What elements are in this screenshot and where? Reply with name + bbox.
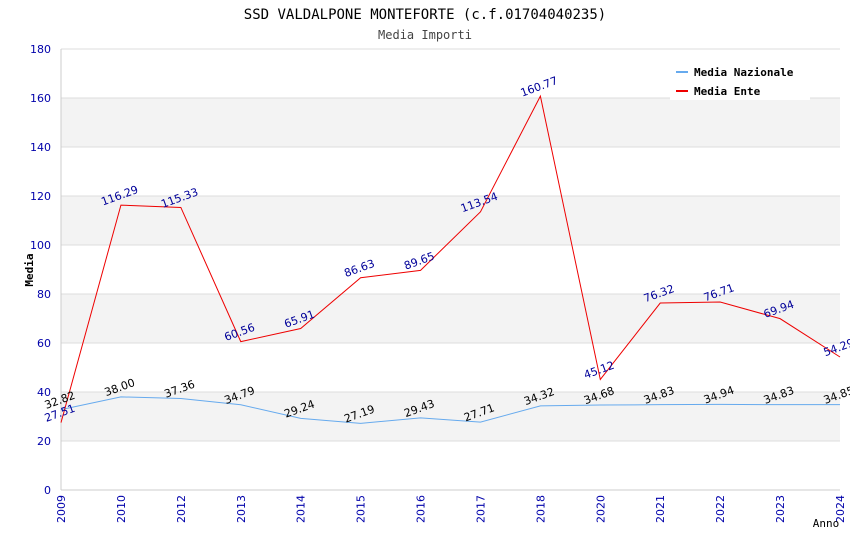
y-tick-label: 60 [37, 337, 51, 350]
data-label: 89.65 [402, 250, 436, 273]
legend-label: Media Nazionale [694, 66, 794, 79]
y-tick-label: 80 [37, 288, 51, 301]
y-axis-label: Media [23, 253, 36, 286]
chart-title: SSD VALDALPONE MONTEFORTE (c.f.017040402… [244, 7, 606, 23]
x-tick-label: 2009 [55, 495, 68, 523]
plot-band [61, 196, 840, 245]
series-line [60, 396, 841, 424]
plot-band [61, 392, 840, 441]
x-tick-label: 2021 [654, 495, 667, 523]
axes [60, 49, 840, 491]
x-tick-label: 2014 [295, 495, 308, 523]
y-tick-label: 120 [30, 190, 51, 203]
x-tick-label: 2023 [774, 495, 787, 523]
x-tick-label: 2018 [534, 495, 547, 523]
y-tick-label: 100 [30, 239, 51, 252]
x-tick-label: 2013 [235, 495, 248, 523]
data-label: 45.12 [582, 359, 616, 382]
x-tick-label: 2020 [594, 495, 607, 523]
y-tick-label: 160 [30, 92, 51, 105]
data-label: 160.77 [519, 74, 560, 99]
x-tick-label: 2022 [714, 495, 727, 523]
y-tick-label: 140 [30, 141, 51, 154]
legend: Media Nazionale Media Ente [670, 60, 810, 100]
x-tick-label: 2024 [834, 495, 847, 523]
plot-band [61, 98, 840, 147]
legend-label: Media Ente [694, 85, 761, 98]
x-tick-label: 2012 [175, 495, 188, 523]
chart-subtitle: Media Importi [378, 28, 472, 42]
series-lines [60, 94, 841, 424]
y-tick-label: 20 [37, 435, 51, 448]
y-tick-labels: 0 20 40 60 80 100 120 140 160 180 [30, 43, 51, 497]
y-tick-label: 0 [44, 484, 51, 497]
x-tick-labels: 2009 2010 2012 2013 2014 2015 2016 2017 2018 2020… [55, 495, 847, 523]
x-tick-label: 2017 [474, 495, 487, 523]
y-tick-label: 40 [37, 386, 51, 399]
x-tick-label: 2015 [355, 495, 368, 523]
y-tick-label: 180 [30, 43, 51, 56]
x-tick-label: 2016 [415, 495, 428, 523]
x-tick-label: 2010 [115, 495, 128, 523]
legend-background [670, 60, 810, 100]
plot-band [61, 294, 840, 343]
series-line [60, 94, 841, 423]
x-axis-label: Anno [813, 517, 840, 530]
